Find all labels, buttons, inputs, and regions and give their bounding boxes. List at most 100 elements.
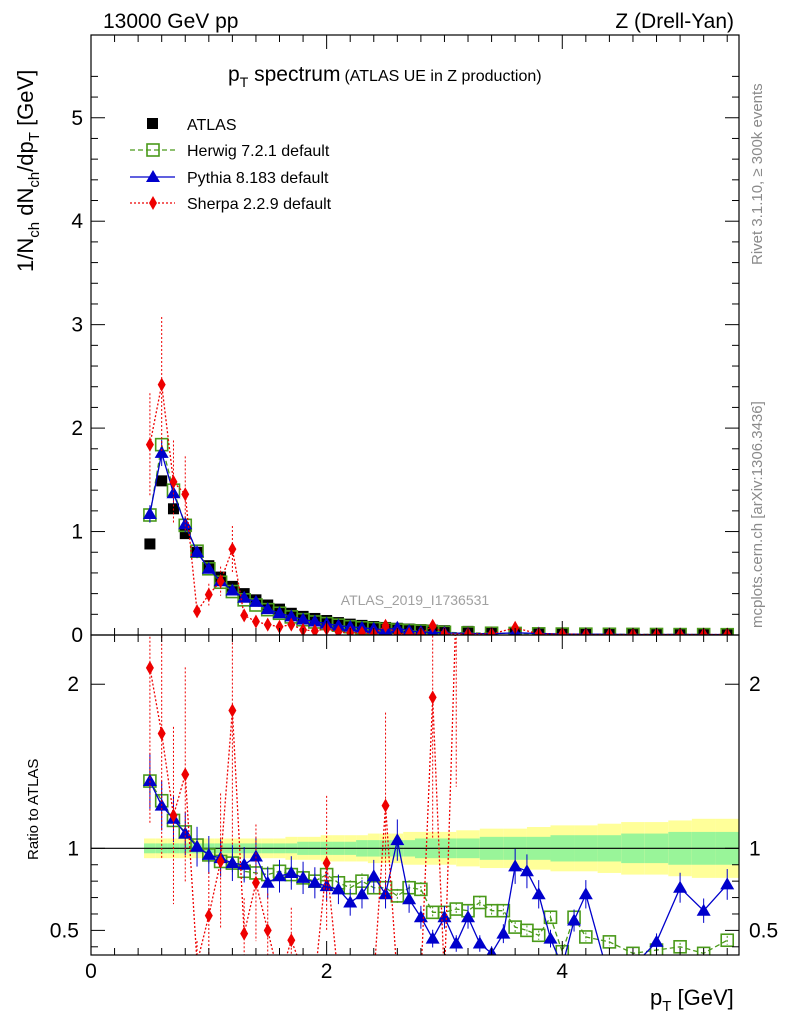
main-point-sherpa: [228, 542, 237, 557]
main-y-tick-label: 0: [71, 624, 83, 647]
main-point-pythia: [142, 506, 157, 519]
ratio-point-pythia: [272, 869, 287, 882]
main-y-tick-label: 5: [71, 107, 83, 130]
plot-title: pT spectrum (ATLAS UE in Z production): [228, 63, 542, 90]
ratio-point-sherpa: [228, 703, 237, 718]
x-tick-label: 4: [556, 960, 568, 983]
ratio-point-pythia: [673, 880, 688, 893]
main-point-sherpa: [405, 626, 414, 635]
ratio-point-pythia: [602, 973, 616, 985]
x-axis-title: pT [GeV]: [650, 985, 734, 1015]
main-y-tick-label: 2: [71, 417, 83, 440]
ratio-point-pythia: [201, 847, 216, 860]
ratio-point-sherpa: [299, 964, 307, 978]
main-series-atlas: [144, 475, 733, 635]
ratio-point-pythia: [260, 875, 275, 888]
legend-entry-pythia: Pythia 8.183 default: [130, 170, 329, 187]
legend-entry-atlas: ATLAS: [147, 117, 237, 134]
ratio-point-herwig: [414, 882, 428, 897]
legend-label-herwig: Herwig 7.2.1 default: [187, 143, 330, 160]
ratio-point-pythia: [425, 931, 440, 944]
main-point-sherpa: [216, 574, 225, 589]
ratio-point-herwig: [531, 928, 546, 943]
main-point-pythia: [390, 620, 405, 633]
ratio-point-pythia: [248, 849, 263, 862]
ratio-panel-series: [142, 635, 735, 987]
ratio-point-sherpa: [381, 798, 390, 813]
ratio-point-pythia: [472, 936, 487, 949]
ratio-point-sherpa: [346, 973, 354, 987]
main-point-sherpa: [263, 617, 272, 632]
main-point-sherpa: [251, 614, 260, 629]
ratio-point-pythia: [225, 856, 240, 869]
ratio-point-sherpa: [181, 767, 190, 782]
legend-entry-herwig: Herwig 7.2.1 default: [130, 143, 330, 160]
main-point-sherpa: [145, 437, 154, 452]
ratio-point-sherpa: [393, 973, 401, 987]
ratio-point-pythia: [696, 903, 711, 916]
main-point-pythia: [296, 612, 311, 625]
main-point-atlas: [179, 528, 191, 540]
ratio-point-herwig: [579, 930, 593, 944]
ratio-point-pythia: [402, 892, 417, 905]
ratio-point-sherpa: [370, 973, 378, 987]
ratio-point-sherpa: [216, 854, 225, 869]
mcplots-label: mcplots.cern.ch [arXiv:1306.3436]: [749, 401, 766, 628]
ratio-point-pythia: [496, 926, 511, 939]
ratio-point-herwig: [626, 946, 640, 955]
main-y-tick-label: 4: [71, 210, 83, 233]
main-point-sherpa: [428, 618, 437, 633]
legend-label-pythia: Pythia 8.183 default: [187, 170, 329, 187]
ratio-point-sherpa: [322, 856, 331, 871]
main-point-sherpa: [511, 620, 520, 635]
main-y-axis-title: 1/Nch dNch/dpT [GeV]: [13, 70, 43, 272]
ratio-point-herwig: [720, 933, 735, 948]
ratio-point-pythia: [531, 887, 546, 900]
ratio-point-pythia: [190, 839, 205, 852]
ratio-point-pythia: [649, 934, 664, 947]
ratio-y-axis-title: Ratio to ATLAS: [25, 759, 42, 860]
main-point-sherpa: [334, 624, 343, 635]
main-point-sherpa: [193, 604, 202, 619]
ratio-point-pythia: [284, 865, 299, 878]
main-point-sherpa: [181, 487, 190, 502]
ratio-point-sherpa: [358, 973, 366, 987]
ratio-point-sherpa: [311, 973, 319, 987]
ratio-point-sherpa: [276, 973, 284, 987]
main-point-pythia: [331, 618, 346, 631]
main-point-pythia: [154, 445, 169, 458]
ratio-point-herwig: [472, 895, 487, 910]
ratio-y-tick-label-right: 0.5: [749, 919, 778, 942]
header-left-label: 13000 GeV pp: [103, 10, 238, 33]
ratio-panel-frame: [90, 634, 740, 956]
ratio-point-pythia: [578, 887, 593, 900]
main-point-sherpa: [310, 623, 319, 635]
ratio-point-pythia: [142, 774, 157, 787]
main-point-pythia: [284, 609, 299, 622]
ratio-point-herwig: [602, 935, 617, 949]
ratio-series-sherpa: [145, 635, 457, 987]
main-point-sherpa: [169, 474, 178, 489]
legend-label-atlas: ATLAS: [187, 117, 237, 134]
main-y-tick-label: 1: [71, 521, 83, 544]
ratio-point-sherpa: [440, 973, 448, 987]
ratio-point-pythia: [449, 936, 464, 949]
ratio-point-pythia: [331, 882, 346, 895]
ratio-point-sherpa: [145, 660, 154, 675]
ratio-point-pythia: [354, 887, 369, 900]
ratio-point-pythia: [720, 877, 735, 890]
main-point-pythia: [237, 590, 252, 603]
header-right-label: Z (Drell-Yan): [615, 10, 734, 33]
legend: ATLAS Herwig 7.2.1 default Pythia 8.183 …: [130, 117, 332, 213]
legend-entry-sherpa: Sherpa 2.2.9 default: [130, 196, 332, 213]
ratio-point-pythia: [519, 864, 534, 877]
ratio-point-pythia: [461, 910, 476, 923]
main-point-pythia: [190, 545, 205, 558]
legend-label-sherpa: Sherpa 2.2.9 default: [187, 196, 332, 213]
rivet-version-label: Rivet 3.1.10, ≥ 300k events: [749, 83, 766, 265]
ratio-point-sherpa: [417, 973, 425, 987]
main-point-pythia: [260, 602, 275, 615]
main-point-pythia: [248, 594, 263, 607]
ratio-point-sherpa: [287, 933, 296, 948]
ratio-point-pythia: [626, 959, 640, 971]
